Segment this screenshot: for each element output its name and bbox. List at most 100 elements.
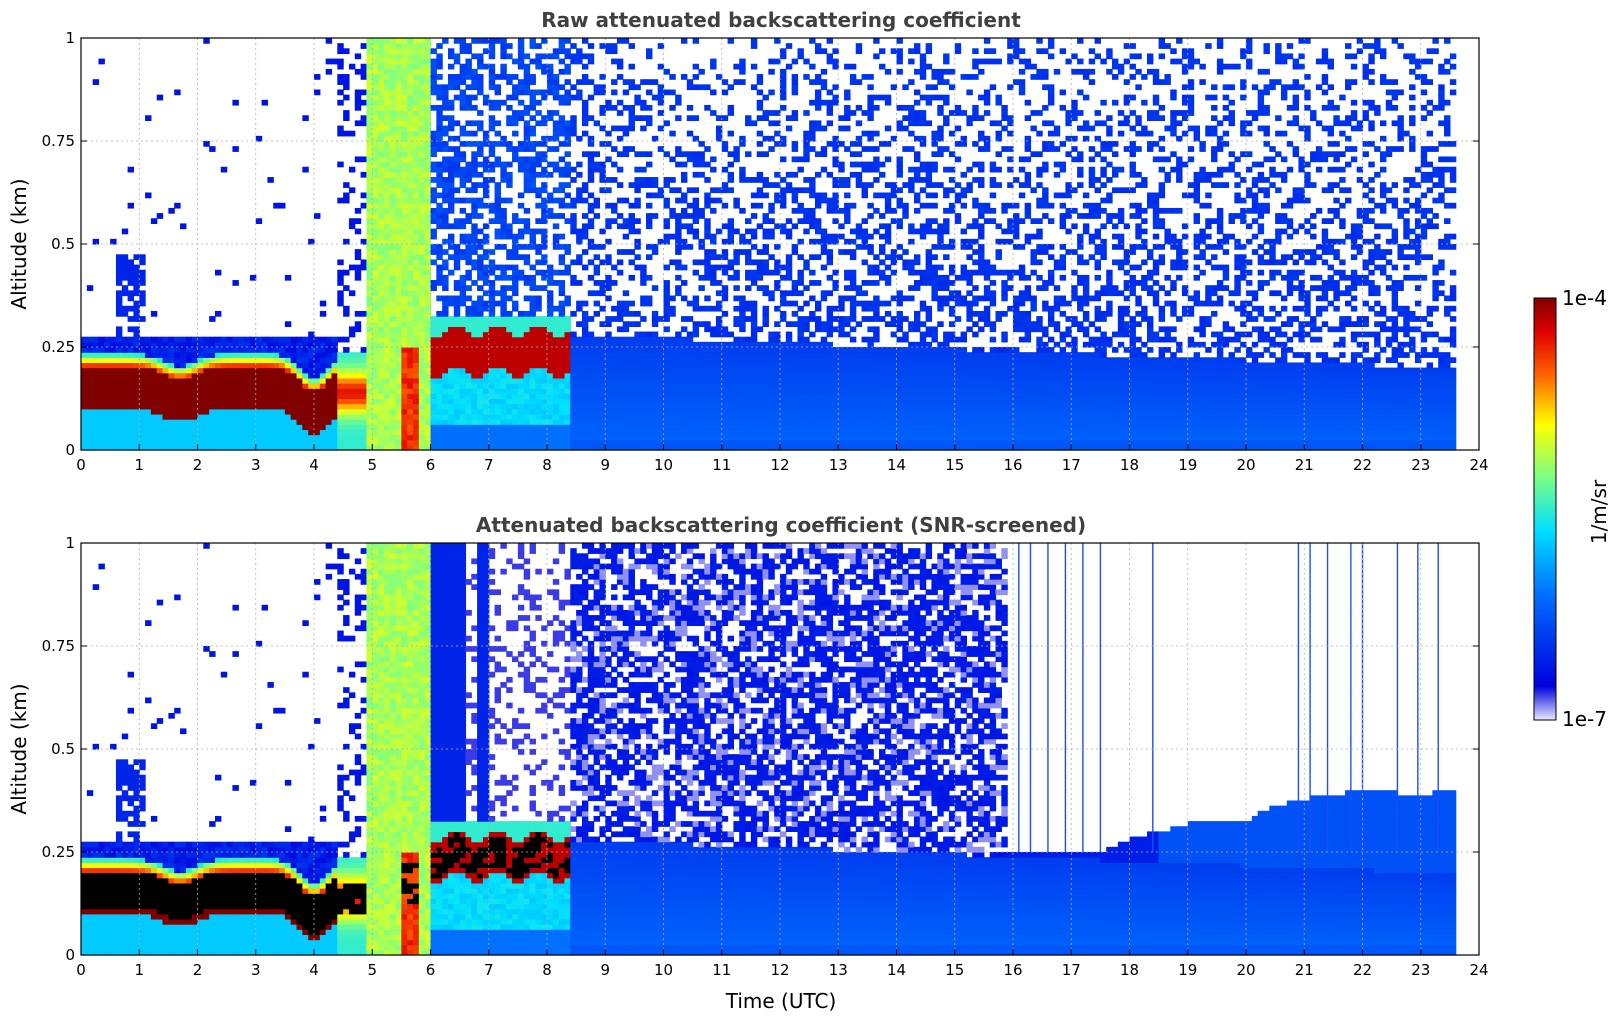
- heatmap-cell: [750, 120, 758, 127]
- heatmap-cell: [395, 94, 402, 101]
- heatmap-cell: [628, 439, 635, 446]
- heatmap-cell: [302, 336, 309, 343]
- heatmap-cell: [92, 424, 100, 430]
- heatmap-cell: [663, 264, 670, 271]
- heatmap-cell: [715, 300, 723, 307]
- heatmap-cell: [710, 393, 717, 400]
- heatmap-cell: [372, 135, 379, 142]
- heatmap-cell: [354, 310, 362, 317]
- heatmap-cell: [657, 99, 665, 106]
- heatmap-cell: [669, 130, 676, 137]
- heatmap-cell: [529, 367, 536, 374]
- heatmap-cell: [407, 151, 414, 158]
- heatmap-cell: [622, 393, 630, 400]
- heatmap-cell: [395, 326, 402, 333]
- heatmap-cell: [663, 408, 670, 415]
- heatmap-cell: [314, 444, 321, 451]
- heatmap-cell: [442, 336, 449, 343]
- heatmap-cell: [366, 377, 373, 384]
- heatmap-cell: [232, 388, 239, 394]
- heatmap-cell: [424, 79, 432, 85]
- heatmap-cell: [576, 171, 583, 178]
- heatmap-cell: [739, 249, 746, 255]
- heatmap-cell: [529, 89, 536, 96]
- heatmap-cell: [395, 53, 402, 60]
- heatmap-cell: [581, 197, 589, 204]
- heatmap-cell: [139, 362, 146, 369]
- heatmap-cell: [424, 419, 432, 425]
- heatmap-cell: [203, 347, 210, 353]
- heatmap-cell: [180, 444, 187, 451]
- heatmap-cell: [576, 321, 583, 327]
- heatmap-cell: [541, 63, 548, 70]
- heatmap-cell: [453, 295, 461, 302]
- heatmap-cell: [628, 218, 635, 224]
- heatmap-cell: [465, 120, 472, 127]
- heatmap-cell: [576, 94, 583, 101]
- heatmap-cell: [768, 58, 775, 65]
- heatmap-cell: [395, 352, 402, 358]
- heatmap-cell: [308, 341, 315, 348]
- heatmap-cell: [733, 352, 740, 358]
- heatmap-cell: [156, 94, 164, 101]
- heatmap-cell: [98, 362, 105, 369]
- heatmap-cell: [506, 336, 513, 343]
- heatmap-cell: [418, 151, 426, 158]
- heatmap-cell: [488, 269, 496, 276]
- heatmap-cell: [209, 398, 216, 405]
- heatmap-cell: [424, 341, 432, 348]
- heatmap-cell: [168, 347, 175, 353]
- heatmap-cell: [587, 192, 595, 199]
- heatmap-cell: [424, 58, 432, 65]
- heatmap-cell: [244, 419, 251, 425]
- heatmap-cell: [535, 156, 542, 163]
- heatmap-cell: [401, 48, 408, 55]
- heatmap-cell: [517, 269, 525, 276]
- heatmap-cell: [698, 84, 705, 91]
- heatmap-cell: [407, 192, 414, 199]
- heatmap-cell: [418, 213, 426, 219]
- heatmap-cell: [302, 372, 309, 379]
- heatmap-cell: [395, 238, 402, 245]
- heatmap-cell: [535, 171, 542, 178]
- heatmap-cell: [389, 388, 397, 394]
- heatmap-cell: [395, 347, 402, 353]
- heatmap-cell: [646, 419, 653, 425]
- heatmap-cell: [453, 388, 461, 394]
- heatmap-cell: [319, 372, 327, 379]
- heatmap-cell: [389, 413, 397, 420]
- heatmap-cell: [692, 403, 700, 410]
- heatmap-cell: [453, 135, 461, 142]
- heatmap-cell: [482, 444, 490, 451]
- heatmap-cell: [418, 254, 426, 261]
- heatmap-cell: [471, 120, 478, 127]
- heatmap-cell: [576, 187, 583, 194]
- heatmap-cell: [395, 316, 402, 322]
- heatmap-cell: [482, 383, 490, 389]
- heatmap-cell: [465, 377, 472, 384]
- heatmap-cell: [471, 249, 478, 255]
- heatmap-cell: [564, 68, 571, 75]
- heatmap-cell: [383, 238, 391, 245]
- heatmap-cell: [127, 341, 135, 348]
- heatmap-cell: [127, 305, 135, 312]
- heatmap-cell: [279, 393, 286, 400]
- heatmap-cell: [459, 439, 467, 446]
- heatmap-cell: [529, 238, 536, 245]
- heatmap-cell: [686, 413, 694, 420]
- heatmap-cell: [529, 115, 536, 121]
- heatmap-cell: [756, 434, 764, 441]
- heatmap-cell: [354, 424, 362, 430]
- heatmap-cell: [366, 316, 373, 322]
- heatmap-cell: [121, 357, 129, 364]
- heatmap-cell: [401, 326, 408, 333]
- heatmap-cell: [453, 74, 461, 80]
- heatmap-cell: [81, 408, 88, 415]
- heatmap-cell: [459, 207, 467, 214]
- heatmap-cell: [442, 182, 449, 188]
- heatmap-cell: [512, 244, 519, 250]
- heatmap-cell: [558, 408, 566, 415]
- heatmap-cell: [308, 336, 315, 343]
- heatmap-cell: [162, 429, 169, 436]
- heatmap-cell: [465, 84, 472, 91]
